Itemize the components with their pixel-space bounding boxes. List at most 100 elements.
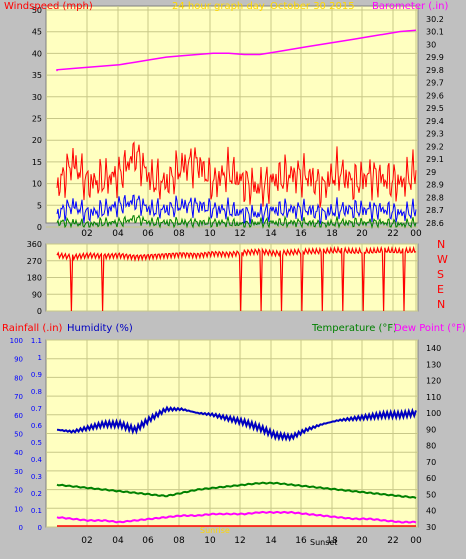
temp-x-tick-label: 16 (295, 536, 307, 546)
humidity-tick-label: 50 (14, 431, 23, 439)
graph-date: October 30 2015 (270, 1, 355, 12)
direction-tick-label: 90 (32, 290, 42, 299)
wind-gust-series (56, 141, 417, 208)
temperature-tick-label: 30 (426, 523, 436, 532)
humidity-tick-label: 60 (14, 412, 23, 420)
barometer-tick-label: 29.7 (426, 79, 444, 88)
compass-label-n: N (437, 238, 445, 251)
wind-x-tick-label: 00 (410, 229, 422, 239)
humidity-tick-label: 70 (14, 393, 23, 401)
barometer-tick-label: 29.8 (426, 66, 444, 75)
temperature-tick-label: 50 (426, 490, 436, 499)
windspeed-tick-label: 40 (32, 49, 42, 58)
windspeed-tick-label: 30 (32, 93, 42, 102)
wind-x-tick-label: 02 (81, 229, 92, 239)
dewpoint-axis-label: Dew Point (°F) (394, 323, 466, 334)
rainfall-tick-label: 0.9 (31, 371, 42, 379)
temp-x-tick-label: 00 (410, 536, 422, 546)
humidity-tick-label: 10 (14, 505, 23, 513)
humidity-tick-label: 20 (14, 487, 23, 495)
wind-x-tick-label: 22 (387, 229, 398, 239)
rainfall-tick-label: 0.8 (31, 388, 42, 396)
windspeed-tick-label: 35 (32, 71, 42, 80)
humidity-tick-label: 80 (14, 374, 23, 382)
temp-x-tick-label: 18 (326, 536, 338, 546)
barometer-tick-label: 29.1 (426, 155, 444, 164)
temperature-axis-label: Temperature (°F) (311, 323, 397, 334)
direction-tick-label: 0 (37, 307, 42, 316)
barometer-tick-label: 29.9 (426, 53, 444, 62)
barometer-tick-label: 29.3 (426, 130, 444, 139)
temperature-series (56, 481, 417, 499)
humidity-axis-label: Humidity (%) (67, 323, 133, 334)
wind-x-tick-label: 12 (234, 229, 245, 239)
barometer-tick-label: 28.6 (426, 219, 444, 228)
compass-label-w: W (437, 253, 448, 266)
direction-tick-label: 270 (27, 257, 42, 266)
rainfall-tick-label: 0.6 (31, 422, 43, 430)
wind-direction-series (56, 245, 417, 312)
rainfall-tick-label: 0.5 (31, 439, 42, 447)
wind-low-series (56, 214, 417, 229)
temperature-tick-label: 80 (426, 442, 436, 451)
temp-x-tick-label: 22 (387, 536, 398, 546)
wind-x-tick-label: 20 (356, 229, 368, 239)
barometer-tick-label: 30.1 (426, 28, 444, 37)
compass-label-n: N (437, 298, 445, 311)
windspeed-tick-label: 45 (32, 28, 42, 37)
rainfall-tick-label: 0 (38, 524, 42, 532)
barometer-tick-label: 28.9 (426, 181, 444, 190)
sunset-label: Sunset (310, 538, 337, 547)
temp-x-tick-label: 10 (204, 536, 216, 546)
graph-title: 24 hour graph day (172, 1, 265, 12)
temperature-tick-label: 110 (426, 393, 441, 402)
windspeed-tick-label: 25 (32, 115, 42, 124)
humidity-series (56, 405, 417, 443)
temperature-tick-label: 40 (426, 507, 436, 516)
temp-x-tick-label: 02 (81, 536, 92, 546)
temperature-tick-label: 130 (426, 360, 441, 369)
windspeed-tick-label: 20 (32, 136, 42, 145)
compass-label-e: E (437, 283, 444, 296)
windspeed-tick-label: 0 (37, 223, 42, 232)
rainfall-tick-label: 0.7 (31, 405, 42, 413)
temp-x-tick-label: 20 (356, 536, 368, 546)
dewpoint-series (56, 510, 417, 524)
wind-x-tick-label: 04 (112, 229, 124, 239)
wind-x-tick-label: 14 (265, 229, 277, 239)
direction-tick-label: 180 (27, 274, 42, 283)
temp-x-tick-label: 14 (265, 536, 277, 546)
barometer-series (56, 29, 417, 72)
humidity-tick-label: 30 (14, 468, 23, 476)
barometer-tick-label: 30.2 (426, 15, 444, 24)
humidity-tick-label: 100 (10, 337, 23, 345)
windspeed-tick-label: 5 (37, 201, 42, 210)
wind-x-tick-label: 10 (204, 229, 216, 239)
rainfall-tick-label: 0.4 (31, 456, 43, 464)
compass-label-s: S (437, 268, 444, 281)
humidity-tick-label: 40 (14, 449, 23, 457)
windspeed-tick-label: 50 (32, 6, 42, 15)
barometer-tick-label: 29 (426, 168, 436, 177)
rainfall-tick-label: 0.1 (31, 507, 42, 515)
barometer-tick-label: 29.5 (426, 104, 444, 113)
wind-x-tick-label: 16 (295, 229, 307, 239)
rainfall-axis-label: Rainfall (.in) (2, 323, 63, 334)
humidity-tick-label: 0 (19, 524, 23, 532)
temp-x-tick-label: 06 (142, 536, 154, 546)
temperature-tick-label: 70 (426, 458, 436, 467)
barometer-tick-label: 30 (426, 40, 436, 49)
rainfall-tick-label: 1 (38, 354, 42, 362)
wind-avg-series (56, 194, 417, 225)
humidity-tick-label: 90 (14, 356, 23, 364)
temperature-tick-label: 140 (426, 344, 441, 353)
rainfall-tick-label: 0.3 (31, 473, 42, 481)
windspeed-tick-label: 10 (32, 180, 42, 189)
barometer-tick-label: 29.2 (426, 142, 444, 151)
wind-x-tick-label: 18 (326, 229, 338, 239)
barometer-tick-label: 28.8 (426, 193, 444, 202)
rainfall-tick-label: 0.2 (31, 490, 42, 498)
